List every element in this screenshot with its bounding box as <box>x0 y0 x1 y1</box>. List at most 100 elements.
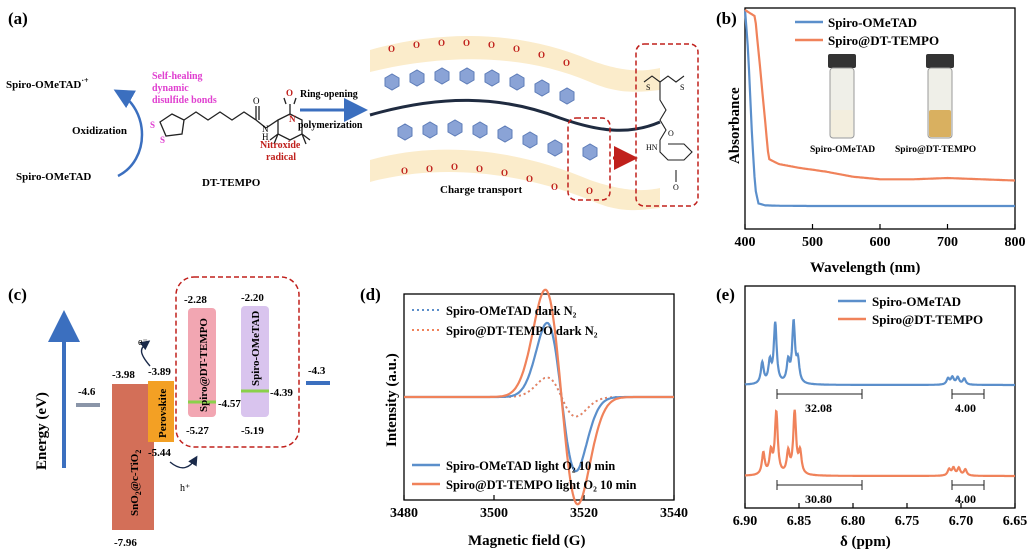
perovskite-cb-value: -3.89 <box>148 366 171 378</box>
repeat-o: O <box>668 129 674 138</box>
plot-b-tick-label: 700 <box>937 235 958 250</box>
legend-e-label-2: Spiro@DT-TEMPO <box>872 312 983 327</box>
plot-d-lines <box>404 288 674 506</box>
plot-d-series-4 <box>404 288 674 506</box>
spiro-dt-tempo-homo: -5.27 <box>186 425 209 437</box>
plot-e-tick-label: 6.70 <box>949 514 974 529</box>
energy-axis-label: Energy (eV) <box>34 392 50 470</box>
svg-text:O: O <box>413 40 420 50</box>
fto-value: -4.6 <box>78 386 96 398</box>
plot-b-series-1 <box>743 9 1015 208</box>
plot-e-axes: 6.90 6.85 6.80 6.75 6.70 6.65 <box>733 503 1028 529</box>
spiro-reduced-label: Spiro-OMeTAD <box>16 171 91 183</box>
panel-a: (a) Spiro-OMeTAD·+ Spiro-OMeTAD Oxidizat… <box>6 9 699 211</box>
nitroxide-label-2: radical <box>266 152 296 163</box>
repeat-s-2: S <box>680 83 684 92</box>
dt-tempo-label: DT-TEMPO <box>202 177 261 189</box>
spiro-oxidized-label: Spiro-OMeTAD·+ <box>6 76 89 91</box>
htl-box <box>175 276 300 448</box>
plot-d-tick-label: 3540 <box>660 506 688 521</box>
self-healing-label-1: Self-healing <box>152 71 203 82</box>
svg-text:O: O <box>451 162 458 172</box>
panel-e-label: (e) <box>716 285 735 304</box>
sulfur-atom-1: S <box>150 120 155 130</box>
plot-e-tick-label: 6.90 <box>733 514 758 529</box>
repeat-s-1: S <box>646 83 650 92</box>
legend-d-label-4: Spiro@DT-TEMPO light O₂ 10 min <box>446 478 636 492</box>
panel-a-label: (a) <box>8 9 28 28</box>
repeat-o-radical: O <box>673 183 679 192</box>
au-value: -4.3 <box>308 365 326 377</box>
plot-b-lines <box>743 9 1015 208</box>
legend-b-label-1: Spiro-OMeTAD <box>828 15 917 30</box>
panel-d-label: (d) <box>360 285 381 304</box>
legend-d-label-3: Spiro-OMeTAD light O₂ 10 min <box>446 459 615 473</box>
spiro-dt-tempo-fermi-value: -4.57 <box>218 398 241 410</box>
integral-brackets <box>776 389 985 490</box>
integral-value-3: 30.80 <box>805 492 832 506</box>
sno2-vb-value: -7.96 <box>114 537 137 549</box>
perovskite-vb-value: -5.44 <box>148 447 171 459</box>
svg-text:O: O <box>488 40 495 50</box>
svg-text:O: O <box>513 44 520 54</box>
svg-text:O: O <box>538 50 545 60</box>
svg-text:O: O <box>551 182 558 192</box>
plot-b-xlabel: Wavelength (nm) <box>810 260 920 276</box>
spiro-label: Spiro-OMeTAD <box>250 311 262 386</box>
svg-text:O: O <box>563 58 570 68</box>
sulfur-atom-2: S <box>160 135 165 145</box>
electron-transfer-arrow <box>139 340 151 367</box>
nitroxide-o-atom: O <box>286 88 293 98</box>
legend-d-label-2: Spiro@DT-TEMPO dark N₂ <box>446 324 598 338</box>
vial-label-2: Spiro@DT-TEMPO <box>895 145 976 155</box>
plot-e-tick-label: 6.80 <box>841 514 866 529</box>
polymer-backbone <box>369 98 661 132</box>
plot-e-tick-label: 6.65 <box>1003 514 1028 529</box>
legend-d-label-1: Spiro-OMeTAD dark N₂ <box>446 304 577 318</box>
spiro-dt-tempo-label: Spiro@DT-TEMPO <box>198 318 210 412</box>
oxidization-label: Oxidization <box>72 125 127 137</box>
vial-liquid-2 <box>929 110 951 137</box>
self-healing-label-3: disulfide bonds <box>152 95 217 106</box>
vial-liquid <box>831 110 853 137</box>
svg-text:O: O <box>463 38 470 48</box>
radical-markers: O O O O O O O O O O O O O O O O <box>388 38 593 196</box>
vial-cap-2 <box>926 54 954 68</box>
perovskite-block <box>148 381 174 442</box>
repeat-unit-structure <box>643 75 693 161</box>
repeat-hn: HN <box>646 143 658 152</box>
electron-label: e⁻ <box>138 337 148 348</box>
spiro-dt-tempo-lumo: -2.28 <box>184 294 207 306</box>
plot-e-lines <box>744 318 1015 478</box>
plot-e-series-1 <box>744 318 1015 387</box>
bottom-transport-band <box>370 149 660 211</box>
svg-text:O: O <box>526 174 533 184</box>
integral-value-1: 32.08 <box>805 401 832 415</box>
integral-value-2: 4.00 <box>955 401 976 415</box>
vial-photo-spiro-dt-tempo <box>926 54 954 139</box>
plot-d-tick-label: 3480 <box>390 506 418 521</box>
highlight-box <box>567 117 611 201</box>
integral-value-4: 4.00 <box>955 492 976 506</box>
plot-b-series-2 <box>744 9 1015 182</box>
oxidization-arrow <box>113 89 144 178</box>
svg-text:O: O <box>401 166 408 176</box>
oxygen-atom: O <box>253 96 260 106</box>
pendant-groups <box>384 67 598 161</box>
sno2-label: SnO2@c-TiO2 <box>129 450 143 516</box>
spiro-fermi-value: -4.39 <box>270 387 293 399</box>
plot-e-xlabel: δ (ppm) <box>840 534 891 550</box>
panel-c-label: (c) <box>8 285 27 304</box>
sno2-block <box>112 384 154 530</box>
nitroxide-n-atom: N <box>289 114 296 124</box>
nitroxide-label-1: Nitroxide <box>260 140 301 151</box>
vial-label-1: Spiro-OMeTAD <box>810 145 875 155</box>
self-healing-label-2: dynamic <box>152 83 189 94</box>
svg-text:O: O <box>501 168 508 178</box>
plot-d-axes: 3480 3500 3520 3540 <box>390 495 688 521</box>
n-atom: N <box>262 124 269 134</box>
plot-b-tick-label: 800 <box>1005 235 1026 250</box>
panel-b: (b) 400 500 600 700 800 Absorbance Wavelengt… <box>716 7 1026 276</box>
svg-text:O: O <box>476 164 483 174</box>
